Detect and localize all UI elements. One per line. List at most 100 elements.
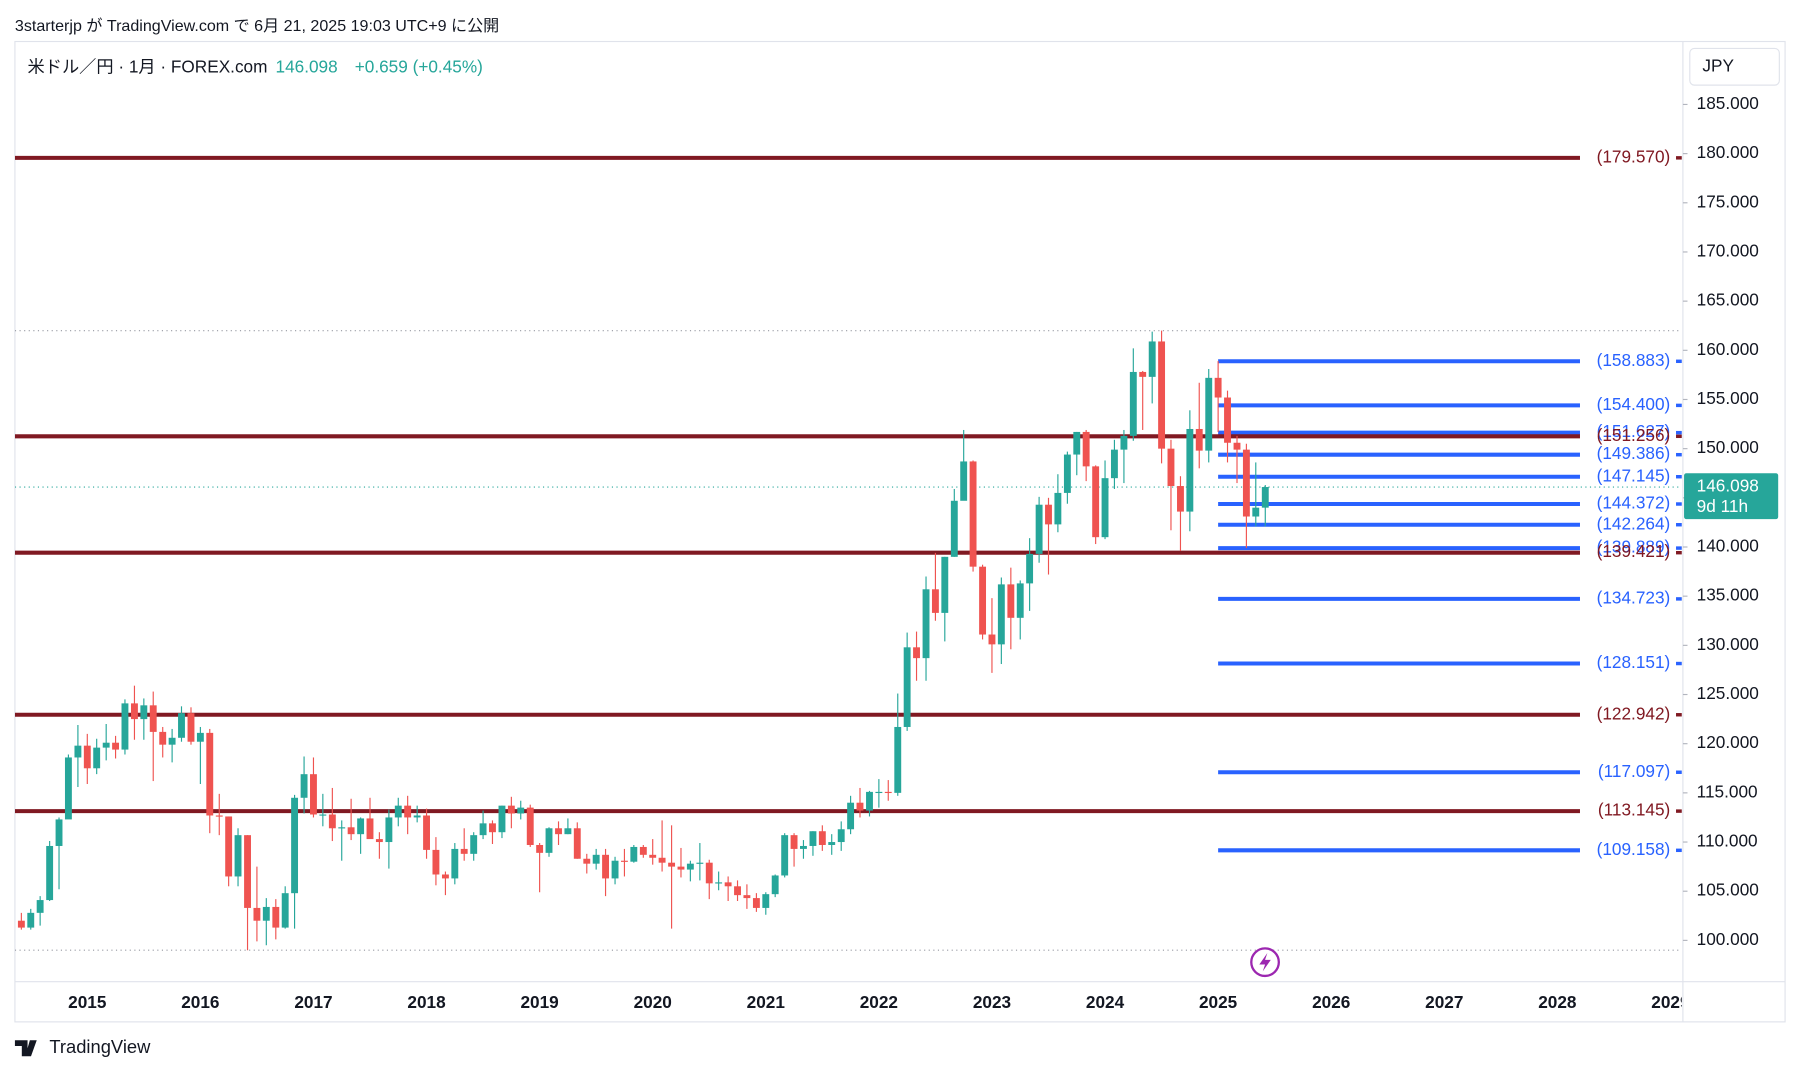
candle-body bbox=[630, 846, 638, 862]
candle-body bbox=[526, 807, 534, 845]
candle-body bbox=[55, 819, 63, 846]
level-label: (149.386) bbox=[1597, 443, 1671, 463]
candle-body bbox=[1007, 584, 1015, 618]
candle-body bbox=[357, 818, 365, 835]
candle-body bbox=[498, 805, 506, 833]
x-tick-label: 2025 bbox=[1199, 992, 1238, 1012]
candle-body bbox=[649, 854, 657, 858]
candle-body bbox=[102, 742, 110, 748]
candle-body bbox=[677, 866, 685, 870]
candle-body bbox=[159, 731, 167, 745]
candle-body bbox=[366, 818, 374, 840]
candle-body bbox=[1224, 397, 1231, 443]
candle-body bbox=[36, 900, 44, 913]
y-tick-label: 160.000 bbox=[1697, 339, 1759, 359]
candle-body bbox=[1092, 466, 1100, 538]
x-tick-label: 2026 bbox=[1312, 992, 1350, 1012]
candle-body bbox=[328, 814, 336, 829]
y-tick-label: 185.000 bbox=[1697, 93, 1759, 113]
level-label: (139.889) bbox=[1597, 537, 1671, 557]
level-label: (154.400) bbox=[1597, 394, 1671, 414]
level-label: (147.145) bbox=[1597, 465, 1671, 485]
y-tick-label: 155.000 bbox=[1697, 388, 1759, 408]
candle-body bbox=[404, 805, 412, 818]
candle-body bbox=[215, 815, 223, 817]
candle-body bbox=[394, 805, 402, 818]
candle-body bbox=[800, 845, 807, 849]
candle-body bbox=[27, 912, 35, 928]
candle-body bbox=[875, 791, 883, 794]
x-tick-label: 2016 bbox=[181, 992, 219, 1012]
candle-body bbox=[583, 858, 591, 864]
candle-body bbox=[960, 461, 968, 501]
x-tick-label: 2017 bbox=[294, 992, 332, 1012]
level-label: (128.151) bbox=[1597, 652, 1671, 672]
y-tick-label: 105.000 bbox=[1697, 880, 1759, 900]
brand: TradingView bbox=[14, 1036, 151, 1057]
x-tick-label: 2022 bbox=[860, 992, 898, 1012]
candle-body bbox=[894, 726, 902, 793]
currency[interactable]: JPY bbox=[1702, 55, 1734, 75]
y-tick-label: 175.000 bbox=[1697, 191, 1759, 211]
level-label: (113.145) bbox=[1598, 800, 1670, 820]
candle-body bbox=[941, 556, 949, 613]
candle-body bbox=[310, 774, 317, 815]
candle-body bbox=[856, 802, 864, 811]
candle-body bbox=[178, 713, 185, 738]
candle-body bbox=[913, 647, 920, 659]
level-label: (122.942) bbox=[1597, 703, 1671, 723]
brand-name: TradingView bbox=[49, 1036, 151, 1057]
candle-body bbox=[1120, 435, 1128, 450]
candle-body bbox=[969, 461, 977, 567]
candle-body bbox=[253, 907, 261, 921]
candle-body bbox=[93, 747, 101, 769]
candle-body bbox=[592, 854, 600, 864]
candle-body bbox=[489, 823, 496, 833]
candle-body bbox=[818, 831, 826, 845]
level-label: (109.158) bbox=[1597, 839, 1671, 859]
level-label: (179.570) bbox=[1597, 146, 1671, 166]
candle-body bbox=[1016, 583, 1024, 618]
candle-body bbox=[564, 828, 572, 835]
candle-body bbox=[611, 860, 619, 879]
candle-body bbox=[460, 848, 468, 854]
plot-area bbox=[14, 155, 1682, 951]
candle-body bbox=[1158, 341, 1166, 449]
candle-body bbox=[1252, 507, 1260, 517]
candle-body bbox=[903, 647, 911, 727]
x-tick-label: 2024 bbox=[1086, 992, 1125, 1012]
candle-body bbox=[1261, 487, 1269, 508]
candle-body bbox=[762, 894, 770, 908]
candle-body bbox=[507, 805, 515, 814]
candle-body bbox=[931, 589, 939, 613]
candle-body bbox=[225, 816, 233, 877]
level-label: (139.421) bbox=[1597, 541, 1671, 561]
last-price: 146.098 bbox=[276, 56, 338, 76]
candle-body bbox=[1101, 478, 1109, 538]
candle-body bbox=[479, 823, 487, 836]
candle-body bbox=[300, 774, 308, 798]
candle-body bbox=[64, 757, 72, 820]
y-tick-label: 120.000 bbox=[1697, 732, 1759, 752]
candle-body bbox=[884, 791, 892, 794]
candle-body bbox=[847, 802, 855, 830]
candle-body bbox=[1167, 448, 1175, 487]
level-label: (134.723) bbox=[1597, 587, 1671, 607]
candle-body bbox=[234, 835, 242, 877]
event-icon[interactable] bbox=[1250, 947, 1280, 978]
candle-body bbox=[1082, 431, 1090, 467]
price-tag: 146.098 9d 11h bbox=[1684, 473, 1779, 520]
candle-body bbox=[140, 705, 148, 720]
x-tick-label: 2018 bbox=[407, 992, 446, 1012]
x-tick-label: 2028 bbox=[1538, 992, 1577, 1012]
candle-body bbox=[375, 839, 383, 843]
candle-body bbox=[573, 828, 581, 859]
x-tick-label: 2027 bbox=[1425, 992, 1463, 1012]
candle-body bbox=[112, 742, 120, 750]
candle-body bbox=[319, 814, 327, 816]
level-label: (158.883) bbox=[1597, 350, 1671, 370]
candle-body bbox=[545, 828, 553, 853]
candle-body bbox=[724, 882, 732, 887]
currency-button[interactable] bbox=[1689, 47, 1780, 86]
candle-body bbox=[752, 898, 760, 908]
